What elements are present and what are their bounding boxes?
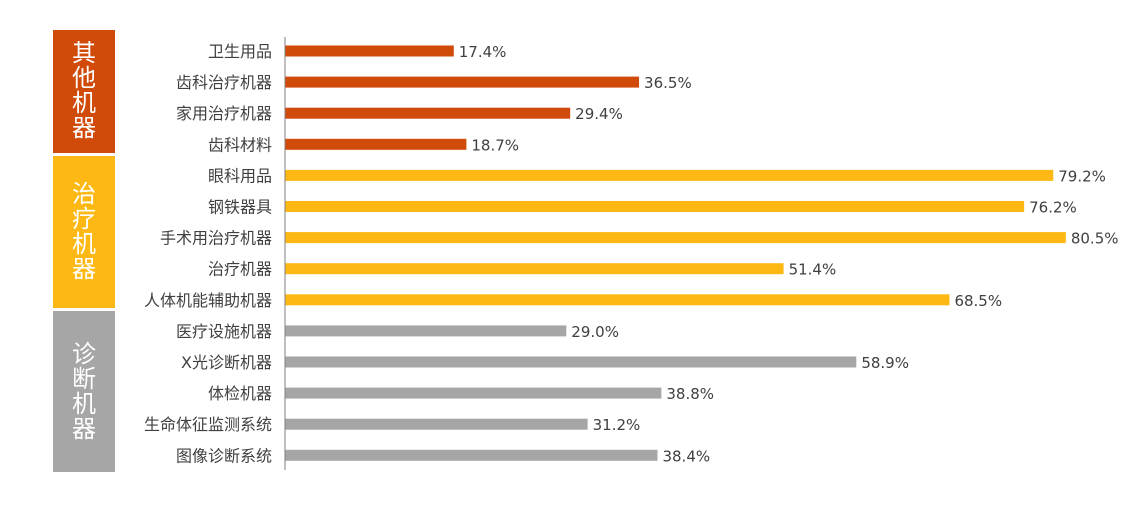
value-label: 58.9% bbox=[861, 354, 909, 372]
category-label: 人体机能辅助机器 bbox=[144, 291, 272, 310]
category-label: 齿科材料 bbox=[208, 135, 272, 154]
category-label: 治疗机器 bbox=[208, 260, 272, 279]
value-label: 38.8% bbox=[666, 385, 714, 403]
category-label: 眼科用品 bbox=[208, 166, 272, 185]
group-label: 其 他 机 器 bbox=[72, 39, 96, 143]
value-label: 38.4% bbox=[662, 447, 710, 465]
bar bbox=[285, 325, 567, 337]
bar bbox=[285, 138, 467, 150]
category-label: 齿科治疗机器 bbox=[176, 73, 272, 92]
value-label: 29.4% bbox=[575, 105, 623, 123]
category-label: 家用治疗机器 bbox=[176, 104, 272, 123]
category-label: X光诊断机器 bbox=[181, 353, 272, 372]
bar bbox=[285, 107, 571, 119]
bar bbox=[285, 294, 950, 306]
category-label: 卫生用品 bbox=[208, 42, 272, 61]
bar bbox=[285, 201, 1025, 212]
group-box: 诊 断 机 器 bbox=[53, 311, 115, 473]
group-label: 治 疗 机 器 bbox=[72, 180, 96, 284]
value-label: 51.4% bbox=[789, 261, 837, 279]
bar bbox=[285, 418, 588, 430]
category-label: 图像诊断系统 bbox=[176, 446, 272, 465]
value-label: 36.5% bbox=[644, 74, 692, 92]
category-label: 医疗设施机器 bbox=[176, 322, 272, 341]
bar bbox=[285, 449, 658, 461]
category-label: 钢铁器具 bbox=[208, 198, 272, 217]
value-label: 29.0% bbox=[571, 323, 619, 341]
value-label: 80.5% bbox=[1071, 230, 1119, 248]
category-label: 体检机器 bbox=[208, 384, 272, 403]
value-label: 31.2% bbox=[593, 416, 641, 434]
bar bbox=[285, 76, 640, 88]
value-label: 17.4% bbox=[459, 43, 507, 61]
group-label: 诊 断 机 器 bbox=[72, 339, 96, 443]
bar bbox=[285, 387, 662, 399]
bar bbox=[285, 263, 784, 275]
bar bbox=[285, 356, 857, 368]
category-label: 手术用治疗机器 bbox=[160, 229, 272, 248]
value-label: 68.5% bbox=[954, 292, 1002, 310]
bar bbox=[285, 45, 454, 57]
value-label: 18.7% bbox=[471, 136, 519, 154]
value-label: 76.2% bbox=[1029, 199, 1077, 217]
group-box: 其 他 机 器 bbox=[53, 30, 115, 153]
bar bbox=[285, 232, 1066, 244]
value-label: 79.2% bbox=[1058, 167, 1106, 185]
bar bbox=[285, 169, 1054, 181]
group-box: 治 疗 机 器 bbox=[53, 155, 115, 309]
category-label: 生命体征监测系统 bbox=[144, 415, 272, 434]
